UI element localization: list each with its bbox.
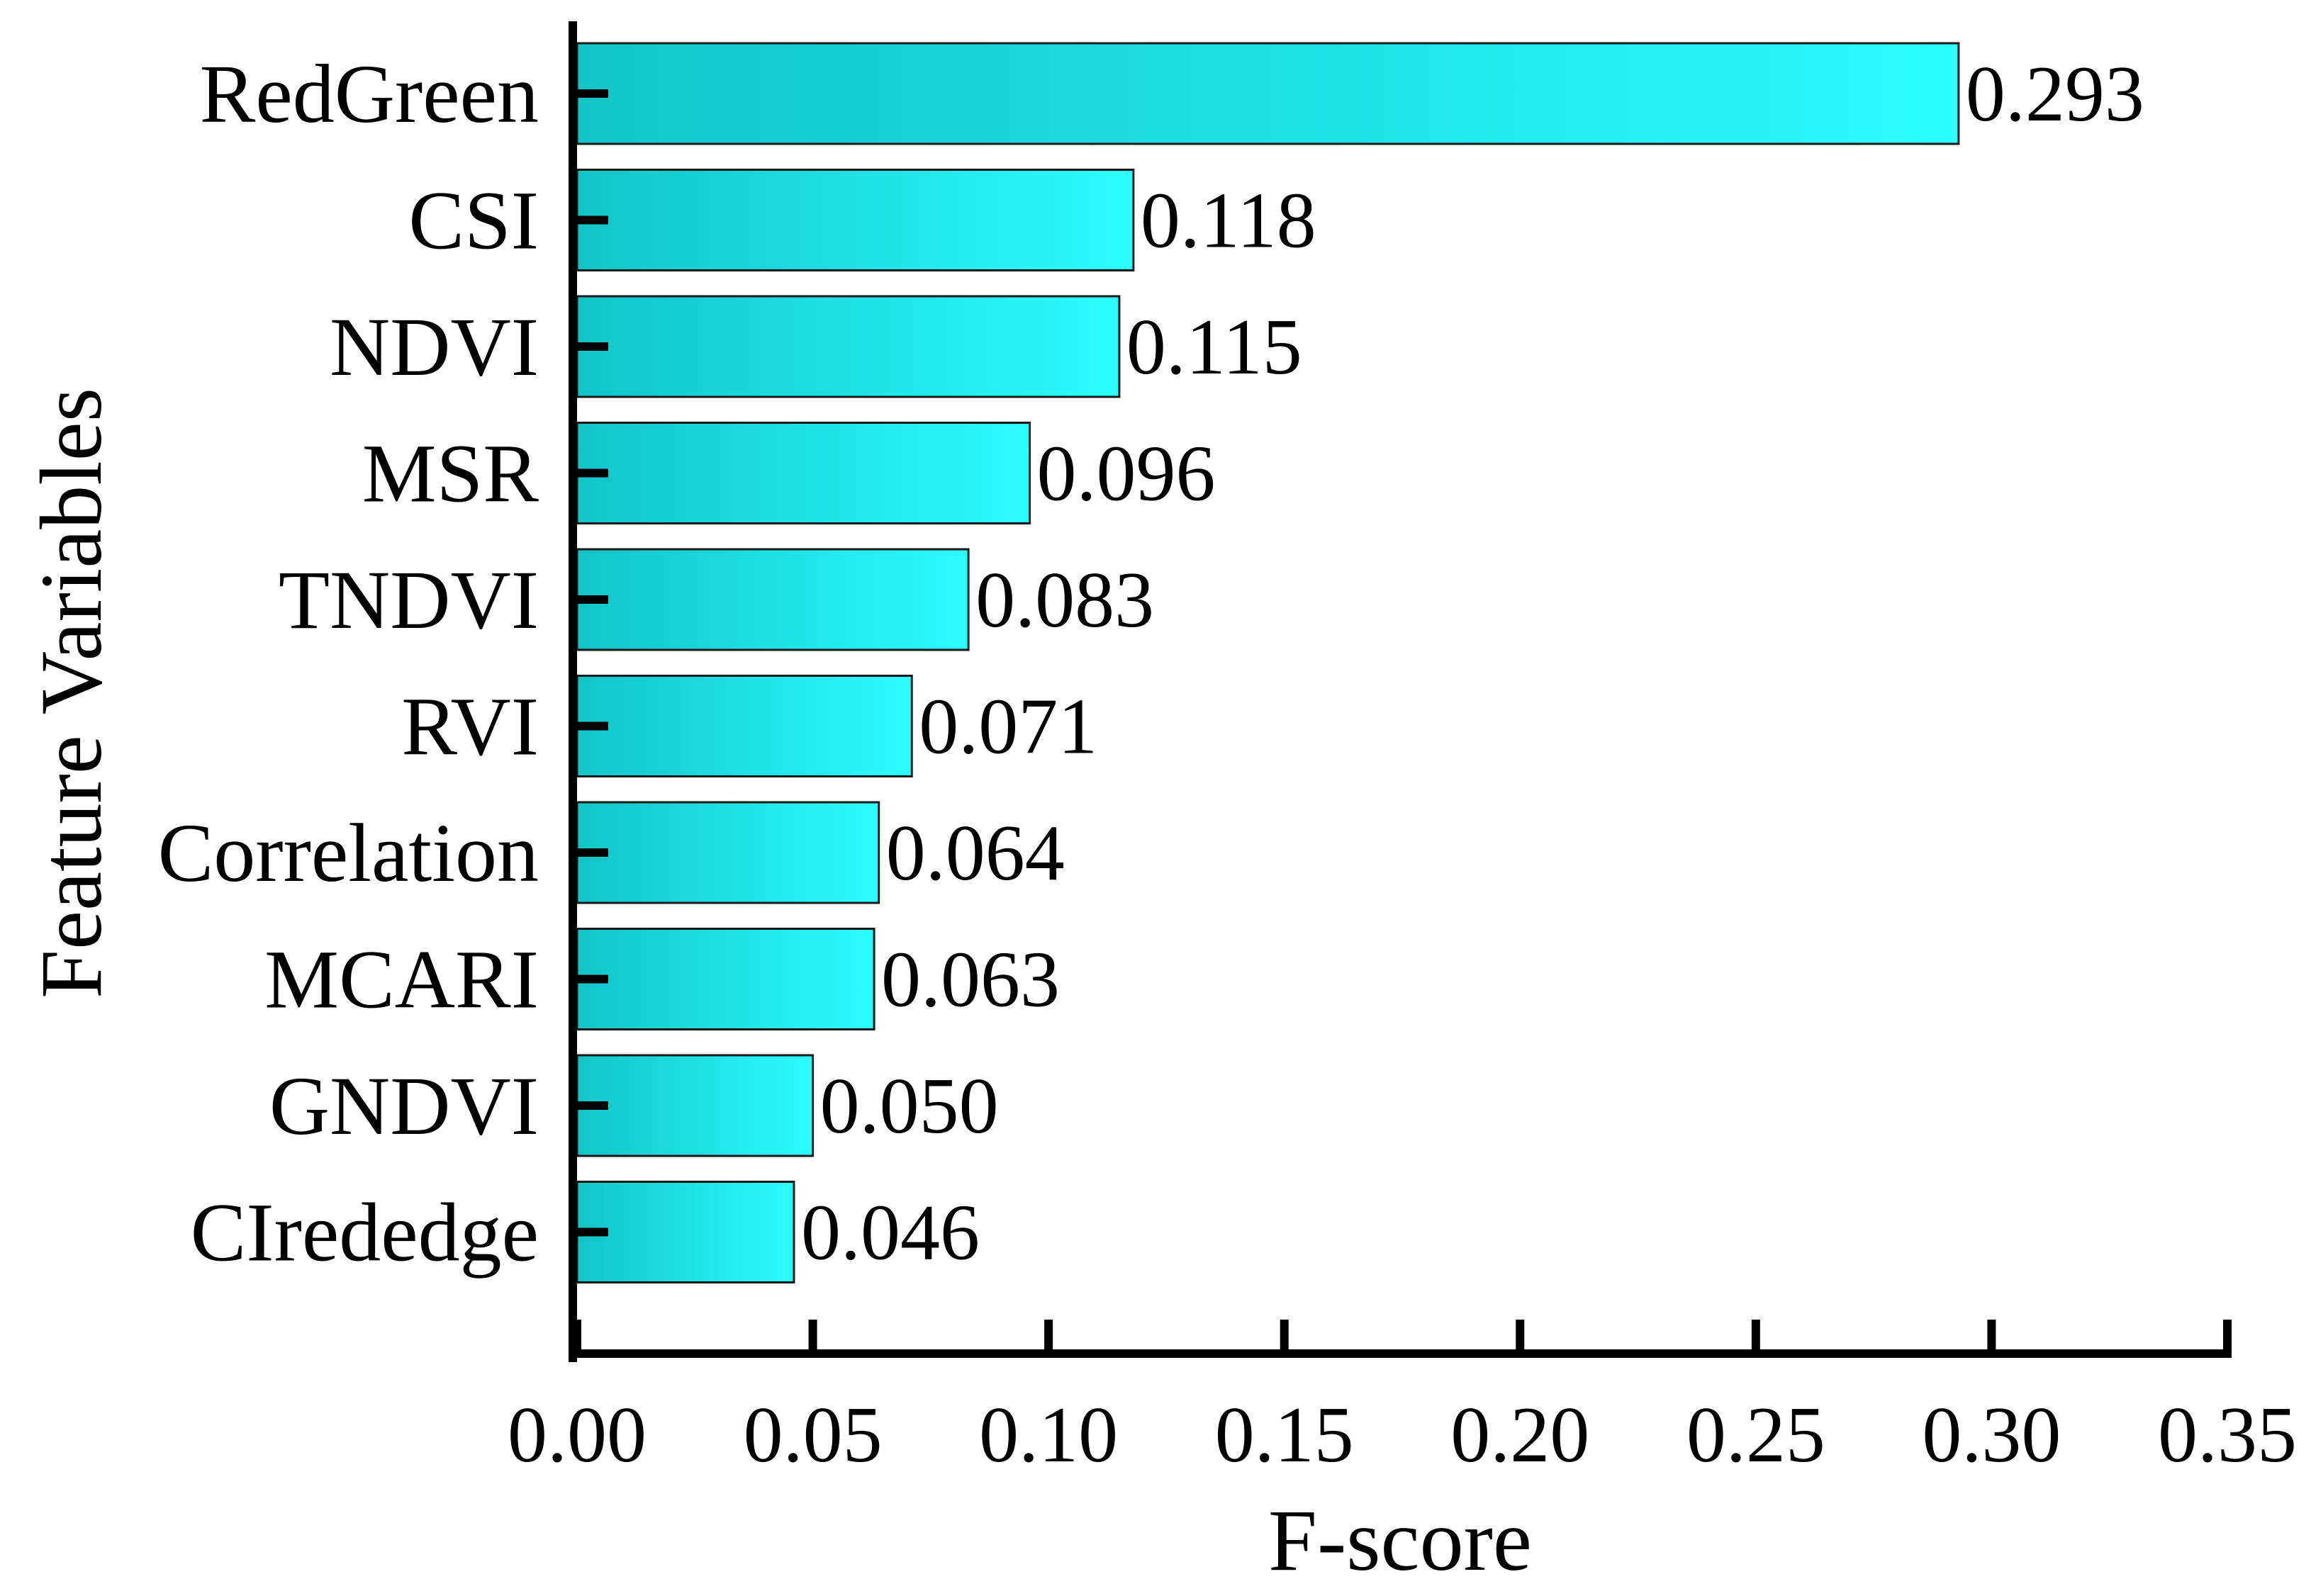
- value-label-correlation: 0.064: [886, 809, 1065, 897]
- bar-ndvi: [577, 296, 1119, 397]
- feature-importance-chart: 0.293 0.118 0.115 0.096 0.083 0.071 0.064 0.063…: [0, 0, 2311, 1596]
- bar-correlation: [577, 802, 879, 903]
- y-axis-title: Feature Variables: [23, 388, 120, 999]
- category-label-gndvi: GNDVI: [269, 1060, 539, 1152]
- x-tick-label-2: 0.10: [979, 1391, 1118, 1479]
- value-label-mcari: 0.063: [881, 936, 1060, 1024]
- category-label-correlation: Correlation: [158, 807, 539, 899]
- value-label-tndvi: 0.083: [975, 556, 1154, 644]
- bar-rvi: [577, 676, 912, 777]
- value-label-ndvi: 0.115: [1126, 303, 1302, 391]
- bar-mcari: [577, 929, 874, 1030]
- category-label-tndvi: TNDVI: [279, 553, 539, 646]
- value-label-gndvi: 0.050: [820, 1062, 999, 1150]
- category-labels-group: RedGreen CSI NDVI MSR TNDVI RVI Correlation MCA…: [158, 47, 539, 1279]
- value-label-cirededge: 0.046: [801, 1189, 980, 1277]
- x-tick-label-5: 0.25: [1686, 1391, 1825, 1479]
- x-tick-label-4: 0.20: [1450, 1391, 1589, 1479]
- category-label-ndvi: NDVI: [330, 300, 539, 393]
- x-tick-label-0: 0.00: [508, 1391, 647, 1479]
- bar-redgreen: [577, 43, 1959, 144]
- value-label-rvi: 0.071: [919, 683, 1097, 771]
- category-label-mcari: MCARI: [264, 933, 539, 1026]
- value-label-redgreen: 0.293: [1966, 50, 2144, 138]
- value-label-msr: 0.096: [1037, 430, 1216, 518]
- category-label-redgreen: RedGreen: [200, 47, 539, 140]
- category-label-csi: CSI: [408, 174, 539, 267]
- bar-gndvi: [577, 1055, 813, 1156]
- category-label-msr: MSR: [362, 427, 539, 520]
- x-tick-label-1: 0.05: [744, 1391, 883, 1479]
- bar-csi: [577, 170, 1134, 271]
- bar-msr: [577, 423, 1030, 524]
- bar-cirededge: [577, 1182, 794, 1283]
- bar-tndvi: [577, 549, 968, 650]
- x-tick-label-6: 0.30: [1922, 1391, 2061, 1479]
- x-tick-label-7: 0.35: [2158, 1391, 2297, 1479]
- category-label-rvi: RVI: [401, 680, 539, 773]
- x-tick-label-3: 0.15: [1215, 1391, 1354, 1479]
- value-label-csi: 0.118: [1141, 177, 1316, 265]
- x-axis-title: F-score: [1268, 1492, 1532, 1589]
- category-label-cirededge: CIrededge: [191, 1186, 539, 1279]
